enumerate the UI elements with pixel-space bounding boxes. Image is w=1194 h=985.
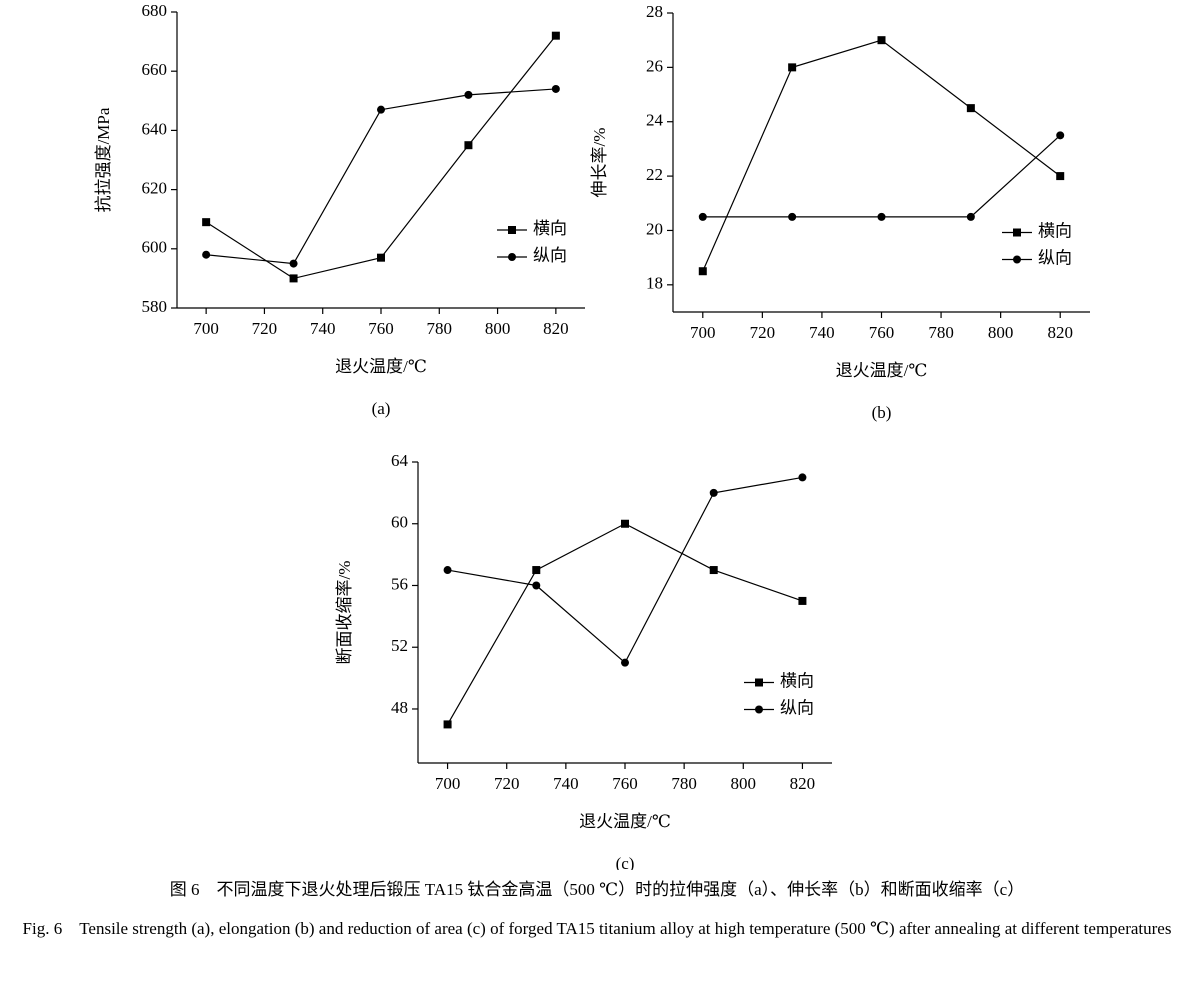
marker [532, 581, 541, 590]
marker [877, 36, 886, 45]
y-tick-label: 28 [646, 2, 663, 21]
y-tick-label: 660 [142, 60, 168, 79]
x-axis-label: 退火温度/℃ [579, 812, 671, 831]
series-line [206, 88, 556, 265]
marker [798, 596, 807, 605]
marker [1056, 131, 1065, 140]
y-tick-label: 24 [646, 111, 664, 130]
y-axis-label: 断面收缩率/% [335, 561, 354, 665]
y-tick-label: 52 [391, 636, 408, 655]
marker [508, 253, 516, 261]
series-line [205, 35, 557, 280]
marker [1013, 255, 1021, 264]
y-tick-label: 64 [391, 451, 409, 470]
marker [551, 84, 560, 93]
x-tick-label: 760 [368, 319, 394, 338]
marker [1056, 172, 1065, 181]
marker [377, 105, 385, 114]
x-tick-label: 740 [310, 319, 336, 338]
marker [966, 212, 975, 221]
marker [377, 253, 385, 262]
marker [698, 212, 707, 221]
y-axis-label: 抗拉强度/MPa [94, 107, 113, 212]
y-tick-label: 620 [142, 179, 168, 198]
y-tick-label: 640 [142, 119, 168, 138]
series-line [447, 523, 803, 725]
marker [508, 226, 516, 234]
marker [966, 104, 975, 113]
series-line [447, 476, 803, 664]
y-tick-label: 20 [646, 219, 663, 238]
marker [464, 90, 473, 99]
marker [443, 720, 452, 729]
series-line [702, 39, 1061, 272]
x-tick-label: 740 [553, 774, 579, 793]
x-tick-label: 780 [671, 774, 697, 793]
legend-label: 横向 [1038, 221, 1072, 240]
marker [698, 267, 707, 276]
y-tick-label: 680 [142, 1, 168, 20]
x-tick-label: 760 [612, 774, 638, 793]
marker [464, 141, 473, 150]
y-tick-label: 600 [142, 238, 168, 257]
x-tick-label: 720 [252, 319, 278, 338]
marker [532, 566, 541, 575]
y-tick-label: 22 [646, 165, 663, 184]
x-tick-label: 780 [928, 323, 954, 342]
marker [798, 473, 807, 482]
marker [709, 488, 718, 497]
marker [788, 212, 797, 221]
x-tick-label: 800 [988, 323, 1014, 342]
marker [443, 566, 452, 575]
y-tick-label: 56 [391, 574, 408, 593]
panel-label: (b) [872, 403, 892, 422]
x-tick-label: 700 [435, 774, 461, 793]
marker [289, 259, 298, 268]
x-tick-label: 820 [543, 319, 569, 338]
legend-label: 纵向 [1038, 248, 1072, 267]
marker [788, 63, 797, 72]
y-tick-label: 18 [646, 274, 663, 293]
y-tick-label: 48 [391, 698, 408, 717]
legend-label: 纵向 [533, 246, 567, 265]
y-tick-label: 580 [142, 297, 168, 316]
x-tick-label: 800 [485, 319, 511, 338]
marker [1013, 228, 1021, 237]
x-tick-label: 820 [790, 774, 816, 793]
marker [709, 566, 718, 575]
panel-label: (a) [372, 399, 391, 418]
marker [551, 31, 560, 40]
marker [202, 218, 211, 227]
y-axis-label: 伸长率/% [590, 128, 609, 198]
marker [289, 274, 298, 283]
x-tick-label: 780 [427, 319, 453, 338]
marker [755, 678, 763, 687]
y-tick-label: 60 [391, 513, 408, 532]
legend-label: 横向 [780, 671, 814, 690]
x-tick-label: 720 [494, 774, 520, 793]
x-tick-label: 820 [1047, 323, 1073, 342]
figure: 580 600 620 640 660 680 700 720 740 760 780 800 820 退… [94, 1, 1090, 870]
y-tick-label: 26 [646, 56, 663, 75]
marker [202, 250, 211, 259]
marker [621, 658, 629, 667]
x-tick-label: 800 [731, 774, 757, 793]
x-tick-label: 700 [690, 323, 716, 342]
x-tick-label: 700 [193, 319, 219, 338]
x-tick-label: 740 [809, 323, 835, 342]
x-tick-label: 720 [750, 323, 776, 342]
legend-label: 横向 [533, 219, 567, 238]
panel-label: (c) [616, 854, 635, 870]
caption-zh: 图 6 不同温度下退火处理后锻压 TA15 钛合金高温（500 ℃）时的拉伸强度… [169, 880, 1025, 899]
marker [755, 705, 763, 714]
caption-en: Fig. 6 Tensile strength (a), elongation … [22, 919, 1172, 938]
marker [621, 519, 629, 528]
legend-label: 纵向 [780, 698, 814, 717]
x-axis-label: 退火温度/℃ [335, 357, 427, 376]
marker [877, 212, 886, 221]
x-axis-label: 退火温度/℃ [836, 361, 928, 380]
x-tick-label: 760 [869, 323, 895, 342]
